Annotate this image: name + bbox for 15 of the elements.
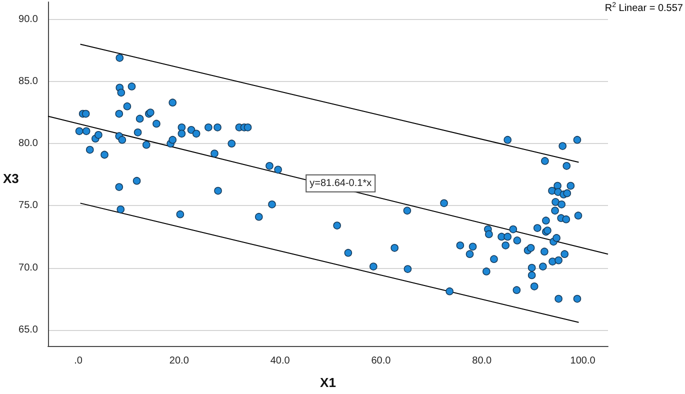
- x-tick-label: 60.0: [371, 356, 392, 366]
- y-tick-label: 75.0: [18, 200, 38, 212]
- y-tick-label: 70.0: [18, 262, 38, 274]
- x-tick-label: 80.0: [472, 356, 492, 366]
- y-tick-label: 80.0: [18, 138, 38, 150]
- y-tick-label: 85.0: [18, 76, 38, 87]
- y-tick-label: 65.0: [18, 324, 38, 336]
- y-axis-title: X3: [3, 171, 19, 186]
- x-tick-label: 40.0: [270, 356, 290, 366]
- y-tick-label: 90.0: [18, 14, 38, 25]
- x-tick-label: 20.0: [169, 356, 190, 366]
- x-tick-label: .0: [74, 356, 83, 366]
- x-tick-label: 100.0: [570, 356, 596, 366]
- x-axis-title: X1: [320, 375, 336, 390]
- annotation: y=81.64-0.1*x: [310, 178, 372, 189]
